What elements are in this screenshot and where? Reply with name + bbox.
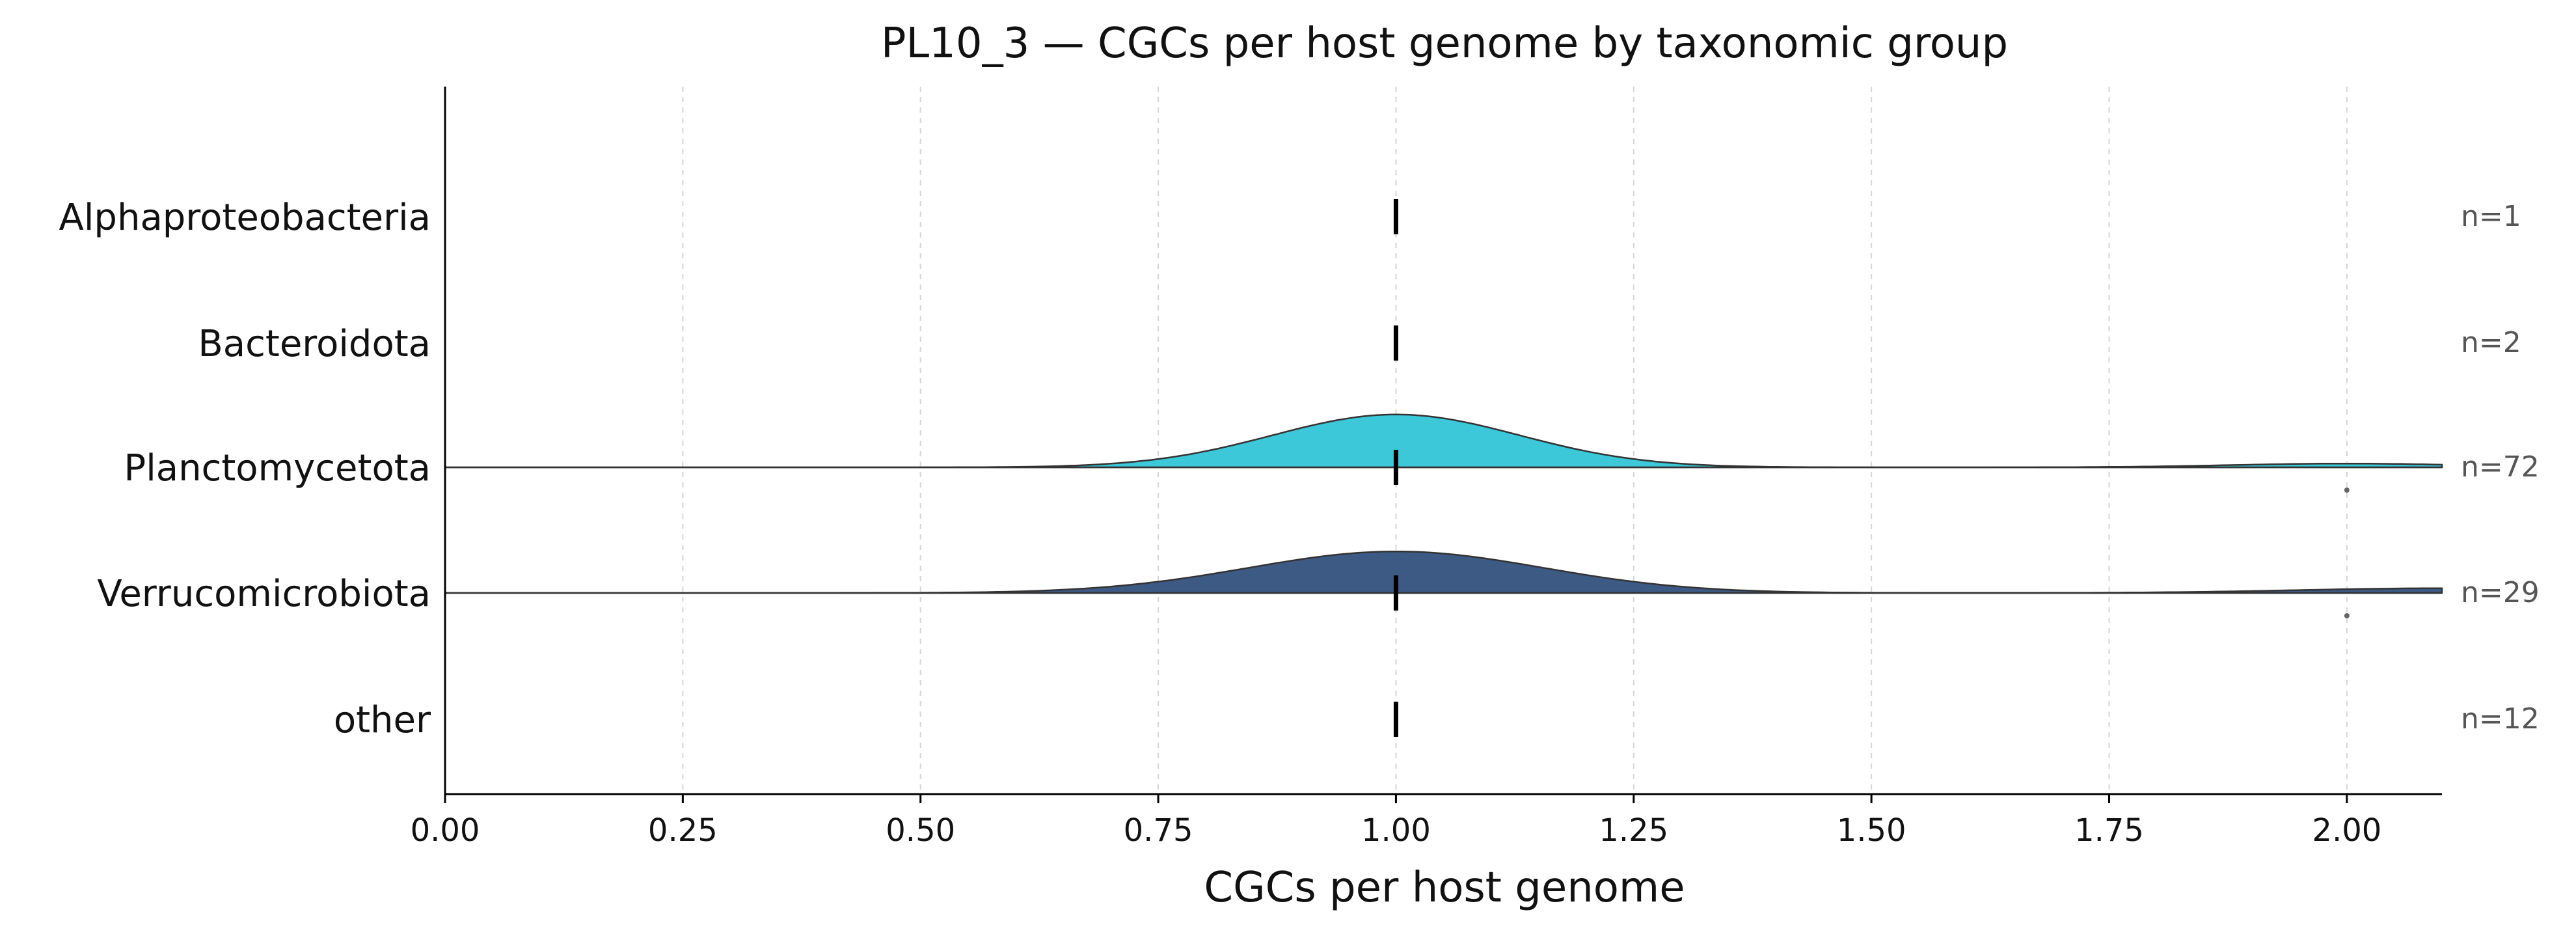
x-tick-label: 0.00 — [411, 812, 480, 849]
n-label: n=72 — [2461, 450, 2540, 484]
category-label: Verrucomicrobiota — [97, 573, 431, 615]
x-tick-label: 0.25 — [648, 812, 718, 849]
x-tick-label: 0.50 — [886, 812, 955, 849]
x-tick-label: 1.50 — [1837, 812, 1906, 849]
category-label: Alphaproteobacteria — [59, 197, 431, 239]
chart-title: PL10_3 — CGCs per host genome by taxonom… — [881, 20, 2008, 68]
x-tick-label: 1.00 — [1361, 812, 1431, 849]
ridges — [445, 413, 2443, 594]
category-label: Bacteroidota — [198, 323, 431, 365]
n-label: n=2 — [2461, 326, 2521, 359]
n-label: n=12 — [2461, 702, 2540, 736]
x-axis-title: CGCs per host genome — [1204, 864, 1685, 912]
category-label: other — [334, 699, 431, 741]
x-ticks: 0.00 0.25 0.50 0.75 1.00 1.25 1.50 1.75 2.00 — [411, 794, 2381, 849]
outliers — [2344, 488, 2350, 618]
outlier-point — [2344, 488, 2350, 493]
x-tick-label: 1.25 — [1599, 812, 1668, 849]
ridge-verrucomicrobiota — [445, 550, 2443, 594]
category-label: Planctomycetota — [124, 447, 431, 489]
x-tick-label: 2.00 — [2312, 812, 2381, 849]
x-tick-label: 1.75 — [2074, 812, 2144, 849]
outlier-point — [2344, 613, 2350, 618]
n-label: n=29 — [2461, 576, 2540, 609]
category-labels: Alphaproteobacteria Bacteroidota Planctomy… — [59, 197, 431, 741]
ridge-planctomycetota — [445, 413, 2443, 469]
n-label: n=1 — [2461, 200, 2521, 233]
x-tick-label: 0.75 — [1124, 812, 1193, 849]
n-labels: n=1 n=2 n=72 n=29 n=12 — [2461, 200, 2540, 736]
